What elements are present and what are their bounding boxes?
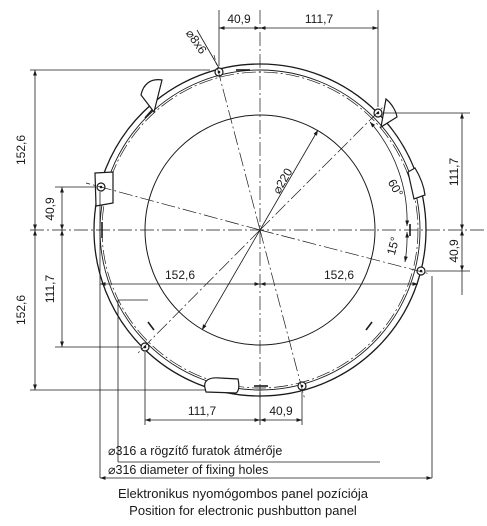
- label-hole-callout: ⌀8x6: [183, 27, 210, 57]
- label-angle-60: 60°: [385, 177, 406, 200]
- label-left-outer-top: 152,6: [14, 135, 28, 165]
- angle-15-arc: [403, 231, 410, 263]
- label-top-large: 111,7: [305, 12, 334, 26]
- label-right-top: 111,7: [447, 158, 461, 187]
- label-diameter-inner: ⌀220: [270, 165, 296, 196]
- label-horiz-right: 152,6: [324, 268, 354, 282]
- label-bottom-large: 111,7: [188, 404, 217, 418]
- fixing-holes: [96, 67, 426, 391]
- slot-marks: [101, 69, 411, 387]
- label-angle-15: 15°: [384, 235, 402, 256]
- caption-fixing-holes-hu: ⌀316 a rögzítő furatok átmérője: [108, 444, 282, 458]
- label-left-inner-bottom: 111,7: [43, 275, 57, 304]
- fixing-hole: [373, 108, 383, 118]
- label-left-inner-top: 40,9: [43, 197, 57, 221]
- caption-fixing-holes-en: ⌀316 diameter of fixing holes: [108, 463, 268, 477]
- caption-panel-hu: Elektronikus nyomógombos panel pozíciója: [118, 486, 369, 501]
- label-bottom-small: 40,9: [269, 404, 293, 418]
- angle-60-arc: [369, 121, 410, 227]
- fixing-hole: [140, 342, 150, 352]
- label-horiz-left: 152,6: [165, 268, 195, 282]
- fixing-hole: [297, 381, 307, 391]
- dim-diameter-inner: [201, 129, 319, 331]
- caption-panel-en: Position for electronic pushbutton panel: [129, 503, 357, 518]
- label-left-outer-bottom: 152,6: [14, 295, 28, 325]
- label-right-bottom: 40,9: [447, 239, 461, 263]
- label-top-small: 40,9: [227, 12, 251, 26]
- rim-tabs: [94, 79, 426, 394]
